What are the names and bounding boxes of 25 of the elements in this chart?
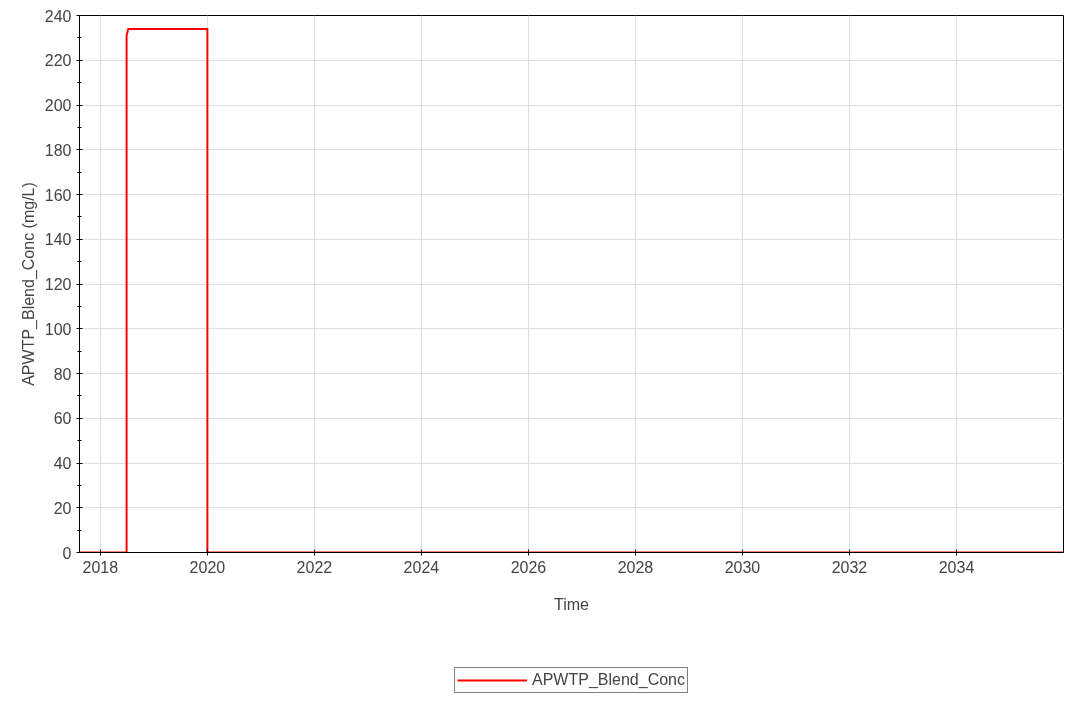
y-tick-label: 160: [44, 186, 72, 204]
y-tick-label: 240: [44, 7, 72, 25]
x-tick-label: 2026: [510, 558, 547, 576]
legend-label: APWTP_Blend_Conc: [532, 671, 685, 689]
x-tick-label: 2030: [724, 558, 761, 576]
y-tick-label: 60: [53, 410, 72, 428]
x-tick-label: 2028: [617, 558, 654, 576]
x-tick-label: 2024: [403, 558, 440, 576]
y-tick-label: 200: [44, 97, 72, 114]
y-tick-label: 20: [53, 499, 72, 517]
x-tick-label: 2034: [938, 558, 975, 576]
x-axis-title: Time: [554, 595, 590, 613]
x-tick-label: 2018: [82, 558, 119, 576]
y-tick-label: 220: [44, 52, 72, 70]
x-tick-label: 2032: [831, 558, 868, 576]
y-axis-title: APWTP_Blend_Conc (mg/L): [19, 182, 38, 386]
x-tick-label: 2020: [189, 558, 226, 576]
y-tick-label: 100: [44, 320, 72, 338]
y-tick-label: 180: [44, 141, 72, 159]
x-tick-label: 2022: [296, 558, 333, 576]
y-tick-label: 40: [53, 455, 72, 472]
y-tick-label: 80: [53, 365, 72, 383]
y-tick-label: 0: [62, 544, 72, 562]
y-tick-label: 120: [44, 276, 72, 293]
y-tick-label: 140: [44, 231, 72, 249]
